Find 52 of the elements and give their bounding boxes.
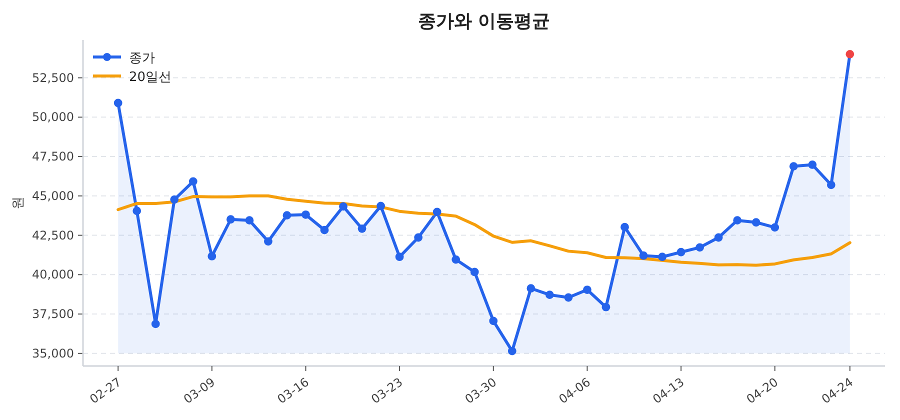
point: [188, 177, 198, 186]
y-axis-title: 원: [11, 196, 26, 210]
legend-label: 종가: [129, 51, 155, 66]
point: [320, 226, 329, 234]
point: [395, 252, 404, 262]
y-tick-label: 35,000: [32, 346, 74, 360]
point: [170, 195, 179, 204]
point: [602, 302, 610, 312]
point: [414, 233, 423, 242]
point: [489, 316, 498, 326]
y-tick-label: 40,000: [32, 268, 74, 282]
y-tick-label: 47,500: [32, 150, 74, 164]
point: [452, 255, 460, 264]
point: [620, 222, 629, 232]
point: [826, 180, 836, 190]
point: [846, 50, 854, 58]
point: [733, 216, 742, 225]
point: [226, 215, 235, 224]
point: [526, 284, 536, 293]
point: [714, 233, 723, 242]
point: [583, 286, 592, 294]
point: [302, 210, 310, 219]
point: [208, 252, 216, 260]
y-tick-label: 52,500: [32, 70, 74, 85]
chart-title: 종가와 이동평균: [418, 11, 550, 32]
point: [132, 206, 142, 216]
y-tick-label: 50,000: [32, 110, 74, 124]
point: [282, 211, 292, 220]
point: [376, 202, 385, 210]
point: [808, 160, 817, 169]
legend-label: 20일선: [129, 70, 172, 85]
point: [545, 290, 554, 300]
point: [789, 162, 798, 171]
y-tick-label: 37,500: [32, 307, 74, 322]
point: [770, 223, 780, 232]
point: [508, 346, 516, 356]
point: [358, 224, 366, 233]
y-tick-label: 45,000: [32, 188, 74, 203]
point: [564, 293, 573, 302]
point: [264, 237, 272, 246]
point: [676, 248, 686, 256]
point: [114, 98, 122, 108]
point: [696, 243, 704, 252]
y-tick-label: 42,500: [32, 228, 74, 242]
point: [752, 218, 760, 227]
point: [658, 252, 666, 262]
point: [151, 320, 160, 328]
point: [470, 268, 479, 276]
point: [339, 202, 348, 211]
point: [432, 208, 442, 216]
point: [639, 251, 648, 260]
point: [245, 216, 254, 225]
